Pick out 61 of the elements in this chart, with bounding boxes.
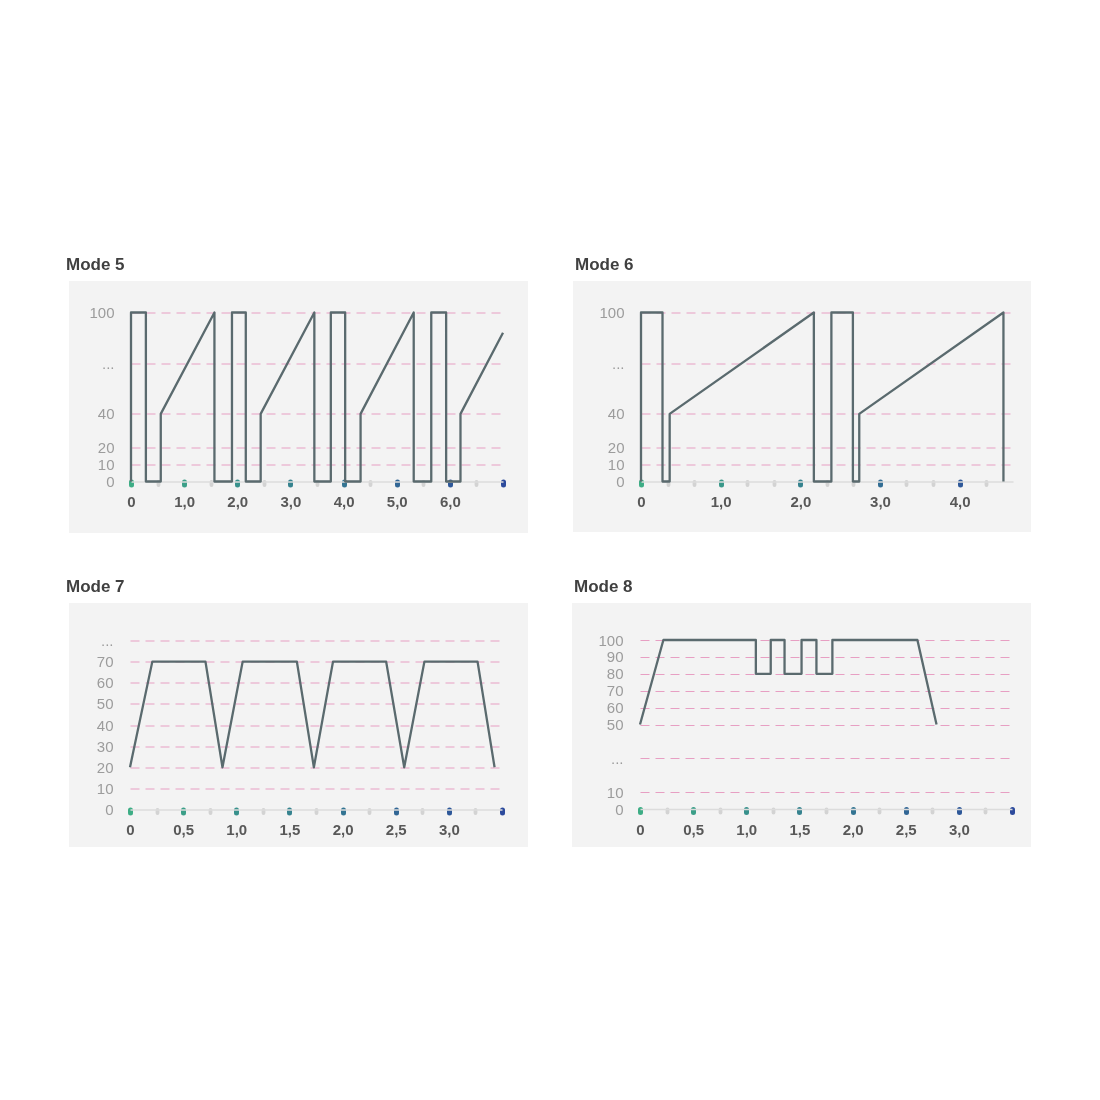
y-tick-label: 40 [607, 405, 625, 423]
y-tick-label: 90 [606, 648, 624, 666]
y-tick-label: 20 [97, 439, 115, 457]
y-tick-label: 40 [96, 716, 114, 734]
x-tick-label: 2,0 [227, 493, 249, 510]
y-tick-label: 40 [97, 405, 115, 423]
y-tick-label: 100 [599, 304, 625, 321]
x-tick-label: 1,5 [279, 821, 301, 838]
x-tick-label: 0 [636, 820, 645, 838]
x-tick-label: 0,5 [173, 821, 195, 838]
x-tick-label: 3,0 [280, 493, 302, 510]
y-tick-label: 70 [96, 653, 114, 671]
y-tick-label: 70 [606, 682, 624, 700]
x-tick-label: 4,0 [949, 493, 971, 510]
y-tick-label: 10 [97, 456, 115, 474]
x-tick-label: 2,0 [332, 821, 354, 838]
x-tick-label: 0 [637, 493, 646, 510]
line-series [129, 311, 505, 483]
y-tick-label: 30 [96, 737, 114, 755]
x-tick-label: 2,0 [842, 820, 864, 838]
chart-title: Mode 6 [575, 255, 634, 274]
x-tick-label: 3,0 [438, 821, 460, 838]
x-tick-label: 1,0 [174, 493, 196, 510]
y-tick-label: 10 [606, 783, 624, 801]
y-tick-label: 60 [606, 699, 624, 717]
y-tick-label: 50 [96, 695, 114, 713]
x-tick-label: 6,0 [439, 493, 461, 510]
y-tick-label: 100 [598, 631, 624, 649]
y-tick-label: 10 [96, 779, 114, 797]
x-tick-label: 1,5 [789, 820, 811, 838]
chart-title: Mode 5 [66, 255, 125, 274]
x-tick-label: 4,0 [333, 493, 355, 510]
y-tick-label: 80 [606, 665, 624, 683]
chart-title: Mode 8 [574, 577, 633, 596]
y-tick-label: ... [101, 354, 115, 372]
x-tick-label: 5,0 [386, 493, 408, 510]
y-tick-label: 0 [615, 800, 624, 818]
y-tick-label: 60 [96, 674, 114, 692]
y-tick-label: 0 [105, 801, 114, 818]
x-tick-label: 3,0 [948, 820, 970, 838]
y-tick-label: 0 [106, 473, 115, 490]
x-tick-label: 0 [127, 493, 136, 510]
y-tick-label: 10 [607, 456, 625, 474]
y-tick-label: 20 [96, 758, 114, 776]
y-tick-label: ... [611, 354, 625, 372]
y-tick-label: ... [610, 749, 624, 767]
x-tick-label: 1,0 [710, 493, 732, 510]
y-tick-label: 50 [606, 716, 624, 733]
x-tick-label: 2,5 [895, 820, 917, 838]
y-tick-label: 100 [89, 304, 115, 321]
chart-title: Mode 7 [66, 577, 125, 596]
x-tick-label: 2,5 [385, 821, 407, 838]
x-tick-label: 1,0 [736, 820, 758, 838]
y-tick-label: ... [100, 632, 114, 649]
x-tick-label: 2,0 [790, 493, 812, 510]
x-tick-label: 0 [126, 821, 135, 838]
x-tick-label: 3,0 [870, 493, 891, 510]
x-tick-label: 0,5 [683, 820, 705, 838]
y-tick-label: 20 [607, 439, 625, 457]
x-tick-label: 1,0 [226, 821, 248, 838]
y-tick-label: 0 [616, 473, 625, 490]
